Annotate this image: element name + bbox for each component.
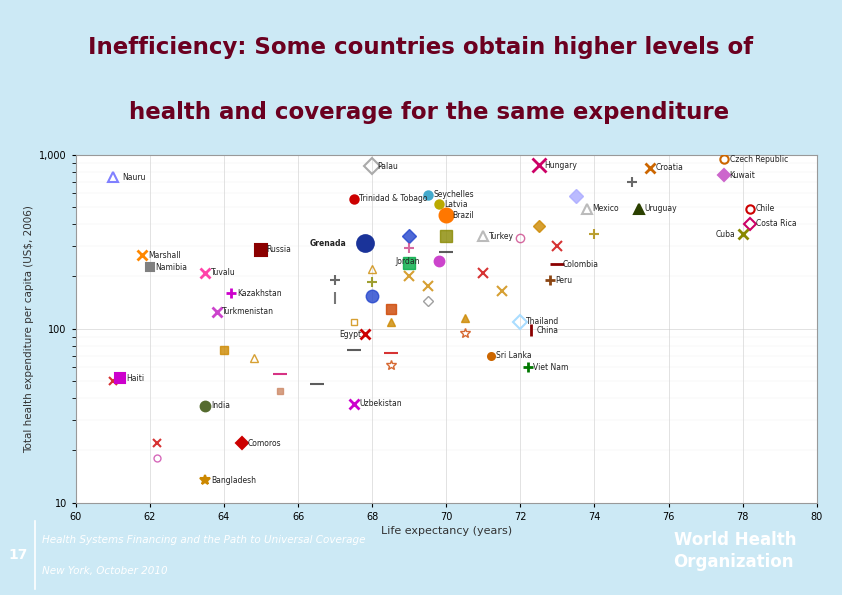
Text: Czech Republic: Czech Republic (730, 155, 788, 164)
X-axis label: Life expectancy (years): Life expectancy (years) (381, 526, 512, 536)
Y-axis label: Total health expenditure per capita (US$, 2006): Total health expenditure per capita (US$… (24, 205, 34, 453)
Text: Health Systems Financing and the Path to Universal Coverage: Health Systems Financing and the Path to… (42, 536, 365, 546)
Text: Latvia: Latvia (445, 200, 468, 209)
Text: Bangladesh: Bangladesh (211, 475, 256, 484)
Text: Jordan: Jordan (396, 256, 420, 265)
Text: Viet Nam: Viet Nam (533, 363, 568, 372)
Text: World Health
Organization: World Health Organization (674, 531, 796, 571)
Text: Croatia: Croatia (656, 164, 684, 173)
Text: Nauru: Nauru (122, 173, 146, 182)
Text: Turkmenistan: Turkmenistan (222, 308, 274, 317)
Text: Hungary: Hungary (545, 161, 578, 170)
Text: Sri Lanka: Sri Lanka (496, 351, 532, 360)
Text: Kazakhstan: Kazakhstan (237, 289, 281, 298)
Text: Kuwait: Kuwait (730, 171, 755, 180)
Text: Turkey: Turkey (489, 231, 514, 241)
Text: Mexico: Mexico (593, 204, 619, 213)
Text: Brazil: Brazil (452, 211, 473, 220)
Text: Cuba: Cuba (716, 230, 735, 239)
Text: Trinidad & Tobago: Trinidad & Tobago (360, 194, 428, 203)
Text: health and coverage for the same expenditure: health and coverage for the same expendi… (113, 101, 729, 124)
Text: India: India (211, 402, 230, 411)
Text: 17: 17 (8, 548, 29, 562)
Text: Grenada: Grenada (310, 239, 346, 248)
Text: Russia: Russia (267, 245, 291, 254)
Text: Palau: Palau (378, 162, 398, 171)
Text: Egypt: Egypt (339, 330, 361, 339)
Text: China: China (537, 326, 559, 335)
Text: Thailand: Thailand (526, 317, 559, 326)
Text: New York, October 2010: New York, October 2010 (42, 566, 168, 576)
Text: Namibia: Namibia (156, 263, 188, 272)
Text: Peru: Peru (556, 275, 573, 285)
Text: Uruguay: Uruguay (644, 204, 677, 213)
Text: Haiti: Haiti (125, 374, 144, 383)
Text: Marshall: Marshall (148, 250, 181, 259)
Text: Uzbekistan: Uzbekistan (360, 399, 402, 408)
Text: Inefficiency: Some countries obtain higher levels of: Inefficiency: Some countries obtain high… (88, 36, 754, 58)
Text: Comoros: Comoros (248, 439, 282, 447)
Text: Costa Rica: Costa Rica (755, 220, 797, 228)
Text: Chile: Chile (755, 204, 775, 213)
Text: Colombia: Colombia (563, 259, 599, 269)
Text: Seychelles: Seychelles (434, 190, 474, 199)
Text: Tuvalu: Tuvalu (211, 268, 236, 277)
